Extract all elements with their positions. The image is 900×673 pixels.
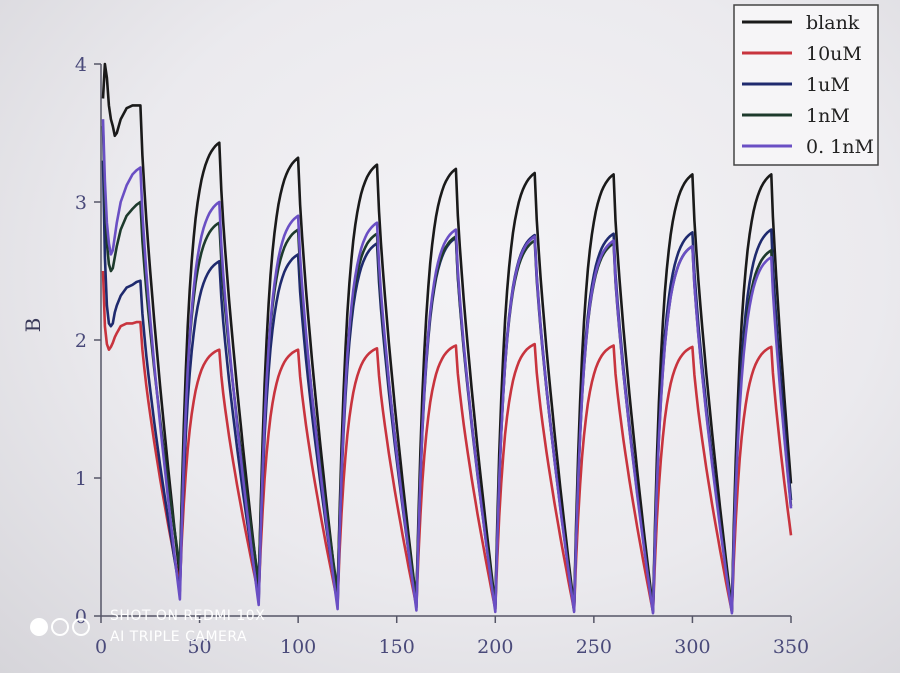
series-lines xyxy=(101,62,793,615)
x-tick-label: 100 xyxy=(280,636,316,658)
legend-label: 1nM xyxy=(806,105,850,127)
legend-label: 0. 1nM xyxy=(806,136,874,158)
y-axis-title: B xyxy=(21,318,45,333)
camera-watermark: SHOT ON REDMI 10X AI TRIPLE CAMERA xyxy=(30,606,310,652)
watermark-line-2: AI TRIPLE CAMERA xyxy=(110,629,248,645)
camera-dots-icon xyxy=(30,618,90,636)
x-tick-label: 0 xyxy=(95,636,107,658)
x-tick-label: 200 xyxy=(477,636,513,658)
plot-frame xyxy=(101,64,791,616)
legend-label: 1uM xyxy=(806,74,850,96)
legend-label: 10uM xyxy=(806,43,862,65)
y-tick-label: 1 xyxy=(75,468,87,490)
series-line-3 xyxy=(101,126,793,611)
series-line-2 xyxy=(101,160,793,614)
series-line-0 xyxy=(101,62,793,611)
dot-ring-icon xyxy=(51,618,69,636)
y-tick-label: 2 xyxy=(75,330,87,352)
x-tick-label: 50 xyxy=(187,636,211,658)
x-tick-label: 350 xyxy=(773,636,809,658)
dot-ring-icon xyxy=(72,618,90,636)
legend-label: blank xyxy=(806,12,860,34)
watermark-line-1: SHOT ON REDMI 10X xyxy=(110,608,266,624)
series-line-4 xyxy=(101,119,793,615)
y-tick-label: 3 xyxy=(75,192,87,214)
series-line-1 xyxy=(101,270,793,614)
dot-filled-icon xyxy=(30,618,48,636)
x-tick-label: 150 xyxy=(379,636,415,658)
legend: blank 10uM 1uM 1nM 0. 1nM xyxy=(733,4,879,166)
x-tick-label: 300 xyxy=(674,636,710,658)
x-tick-label: 250 xyxy=(576,636,612,658)
y-tick-label: 4 xyxy=(75,54,87,76)
